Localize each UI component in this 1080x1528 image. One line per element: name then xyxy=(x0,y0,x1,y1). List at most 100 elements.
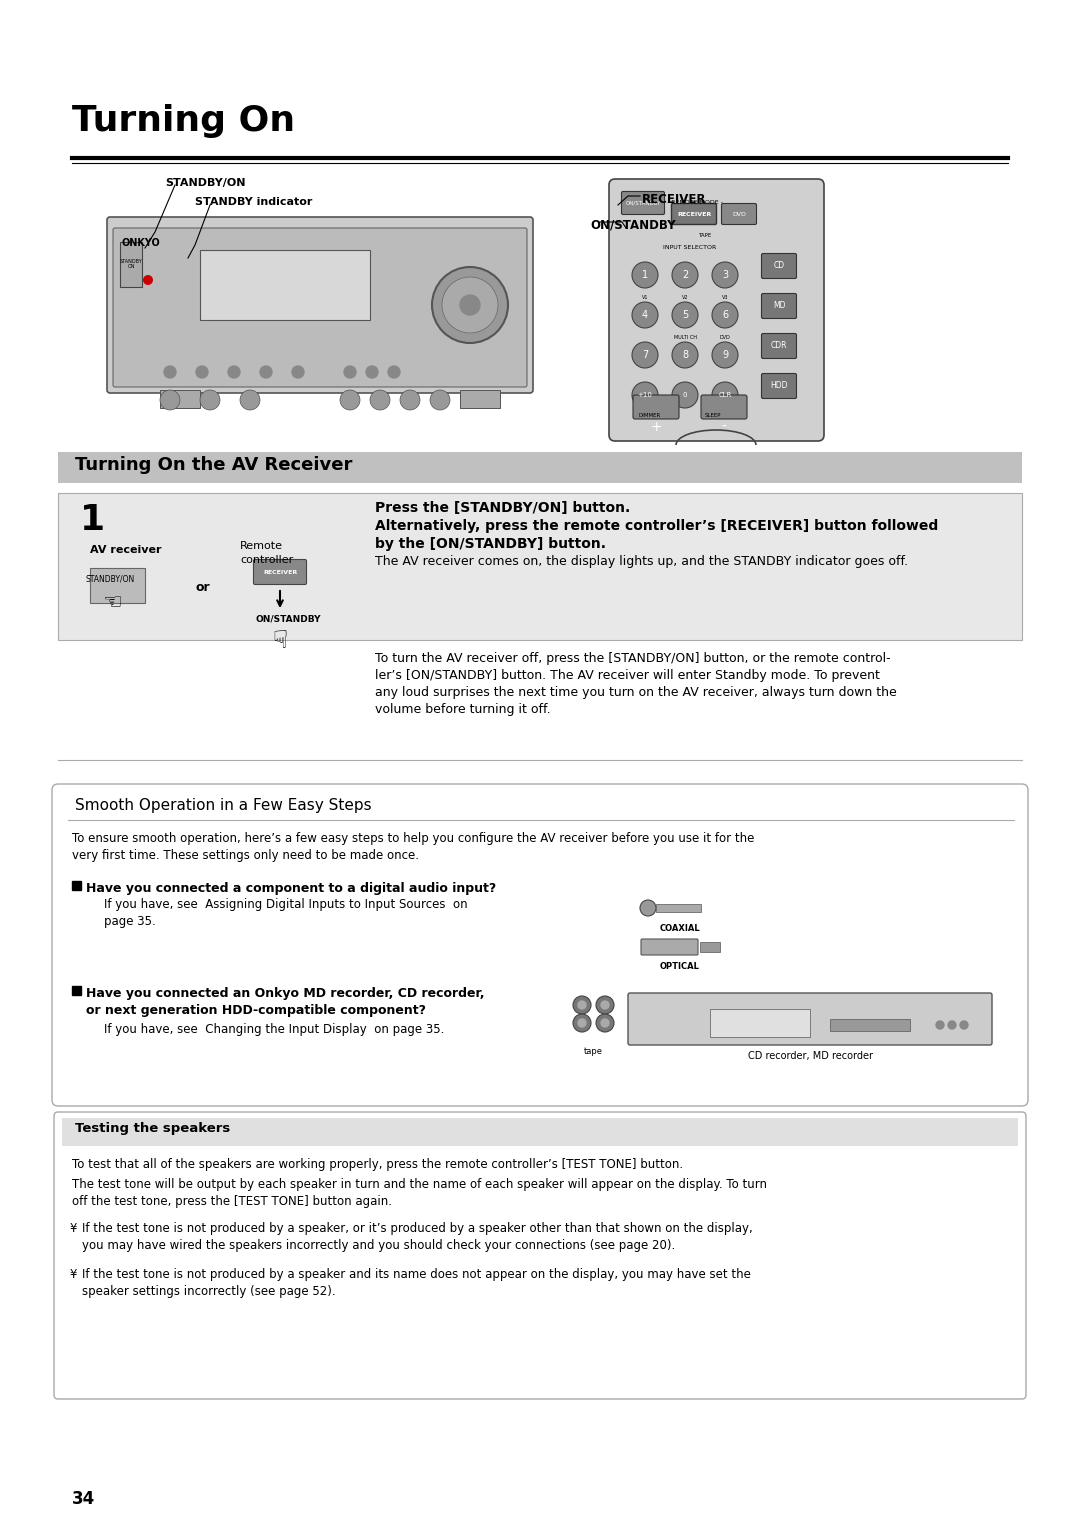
Circle shape xyxy=(345,367,356,377)
FancyBboxPatch shape xyxy=(609,179,824,442)
Circle shape xyxy=(340,390,360,410)
FancyBboxPatch shape xyxy=(642,940,698,955)
Text: ON/STANDBY: ON/STANDBY xyxy=(590,219,676,231)
FancyBboxPatch shape xyxy=(54,1112,1026,1400)
Text: ON/STANDBY: ON/STANDBY xyxy=(256,614,322,623)
Circle shape xyxy=(600,1001,609,1008)
Text: -: - xyxy=(721,420,727,434)
Circle shape xyxy=(672,382,698,408)
Text: Smooth Operation in a Few Easy Steps: Smooth Operation in a Few Easy Steps xyxy=(75,798,372,813)
Text: CLR: CLR xyxy=(718,393,731,397)
Text: by the [ON/STANDBY] button.: by the [ON/STANDBY] button. xyxy=(375,536,606,552)
Circle shape xyxy=(672,303,698,329)
Text: MULTI CH: MULTI CH xyxy=(674,335,697,341)
Circle shape xyxy=(712,382,738,408)
Text: DIMMER: DIMMER xyxy=(639,413,661,419)
Text: Have you connected an Onkyo MD recorder, CD recorder,
or next generation HDD-com: Have you connected an Onkyo MD recorder,… xyxy=(86,987,485,1018)
Text: To test that all of the speakers are working properly, press the remote controll: To test that all of the speakers are wor… xyxy=(72,1158,684,1170)
Circle shape xyxy=(292,367,303,377)
Circle shape xyxy=(600,1019,609,1027)
Text: CD: CD xyxy=(773,261,784,270)
Bar xyxy=(58,452,1022,483)
Text: TAPE: TAPE xyxy=(699,232,712,238)
Circle shape xyxy=(430,390,450,410)
FancyBboxPatch shape xyxy=(52,784,1028,1106)
Text: To turn the AV receiver off, press the [STANDBY/ON] button, or the remote contro: To turn the AV receiver off, press the [… xyxy=(375,652,896,717)
Circle shape xyxy=(228,367,240,377)
Text: MD: MD xyxy=(773,301,785,310)
Text: V3: V3 xyxy=(721,295,728,299)
Circle shape xyxy=(712,261,738,287)
Bar xyxy=(200,251,370,319)
Text: 8: 8 xyxy=(681,350,688,361)
Text: tape: tape xyxy=(583,1047,603,1056)
Text: RECEIVER: RECEIVER xyxy=(262,570,297,575)
Text: ¥: ¥ xyxy=(70,1268,78,1280)
Text: ☟: ☟ xyxy=(272,630,287,652)
Text: To ensure smooth operation, here’s a few easy steps to help you conﬁgure the AV : To ensure smooth operation, here’s a few… xyxy=(72,833,754,862)
Bar xyxy=(710,1008,810,1038)
Circle shape xyxy=(200,390,220,410)
Circle shape xyxy=(640,900,656,915)
Circle shape xyxy=(578,1001,586,1008)
Bar xyxy=(72,882,81,889)
Text: RECEIVER: RECEIVER xyxy=(642,193,706,206)
Circle shape xyxy=(632,342,658,368)
Text: CDR: CDR xyxy=(771,341,787,350)
Text: Turning On the AV Receiver: Turning On the AV Receiver xyxy=(75,455,352,474)
Circle shape xyxy=(366,367,378,377)
Text: ☜: ☜ xyxy=(102,593,122,613)
FancyBboxPatch shape xyxy=(672,203,716,225)
FancyBboxPatch shape xyxy=(633,396,679,419)
Circle shape xyxy=(573,1015,591,1031)
Bar xyxy=(58,494,1022,640)
Text: 1: 1 xyxy=(642,270,648,280)
Text: 2: 2 xyxy=(681,270,688,280)
Circle shape xyxy=(960,1021,968,1028)
Circle shape xyxy=(712,342,738,368)
FancyBboxPatch shape xyxy=(107,217,534,393)
Text: 3: 3 xyxy=(721,270,728,280)
Text: STANDBY indicator: STANDBY indicator xyxy=(195,197,312,206)
Text: ¥: ¥ xyxy=(70,1222,78,1235)
Text: INPUT SELECTOR: INPUT SELECTOR xyxy=(663,244,717,251)
Text: ON/STANDBY: ON/STANDBY xyxy=(625,200,661,205)
Text: Turning On: Turning On xyxy=(72,104,295,138)
Text: +10: +10 xyxy=(637,393,652,397)
Circle shape xyxy=(948,1021,956,1028)
Circle shape xyxy=(164,367,176,377)
Text: RECEIVER: RECEIVER xyxy=(677,211,711,217)
Text: Press the [STANDBY/ON] button.: Press the [STANDBY/ON] button. xyxy=(375,501,631,515)
FancyBboxPatch shape xyxy=(761,373,797,399)
Text: +: + xyxy=(650,420,662,434)
Text: V2: V2 xyxy=(681,295,688,299)
Bar xyxy=(700,941,720,952)
Bar xyxy=(160,390,200,408)
Circle shape xyxy=(195,367,208,377)
Circle shape xyxy=(632,303,658,329)
Text: SLEEP: SLEEP xyxy=(705,413,721,419)
Circle shape xyxy=(240,390,260,410)
Text: Alternatively, press the remote controller’s [RECEIVER] button followed: Alternatively, press the remote controll… xyxy=(375,520,939,533)
Circle shape xyxy=(370,390,390,410)
FancyBboxPatch shape xyxy=(761,254,797,278)
Text: 7: 7 xyxy=(642,350,648,361)
Circle shape xyxy=(672,342,698,368)
Circle shape xyxy=(260,367,272,377)
Text: If the test tone is not produced by a speaker, or it’s produced by a speaker oth: If the test tone is not produced by a sp… xyxy=(82,1222,753,1251)
Circle shape xyxy=(160,390,180,410)
FancyBboxPatch shape xyxy=(621,191,664,214)
Text: 34: 34 xyxy=(72,1490,95,1508)
Text: 4: 4 xyxy=(642,310,648,319)
Text: 5: 5 xyxy=(681,310,688,319)
Text: Testing the speakers: Testing the speakers xyxy=(75,1122,230,1135)
Bar xyxy=(460,390,500,408)
FancyBboxPatch shape xyxy=(761,333,797,359)
Text: AV receiver: AV receiver xyxy=(90,545,162,555)
Text: OPTICAL: OPTICAL xyxy=(660,963,700,970)
Text: 9: 9 xyxy=(721,350,728,361)
Circle shape xyxy=(460,295,480,315)
Circle shape xyxy=(596,996,615,1015)
Circle shape xyxy=(596,1015,615,1031)
Text: 0: 0 xyxy=(683,393,687,397)
